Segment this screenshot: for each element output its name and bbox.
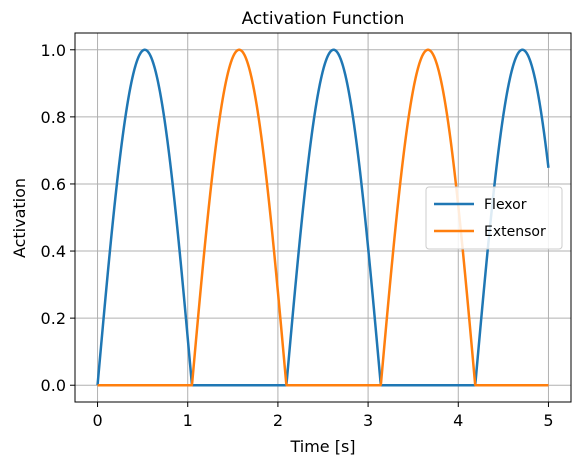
series-line-extensor: [96, 48, 550, 387]
legend-label-extensor: Extensor: [484, 224, 546, 240]
y-ticks: 0.0 0.2 0.4 0.6 0.8 1.0: [41, 41, 75, 395]
y-axis-label: Activation: [10, 178, 29, 258]
x-tick-label: 4: [453, 411, 463, 430]
x-axis-label: Time [s]: [289, 437, 355, 456]
y-tick-label: 0.6: [41, 175, 66, 194]
y-tick-label: 0.4: [41, 242, 66, 261]
y-tick-label: 0.2: [41, 309, 66, 328]
plot-frame: [74, 32, 572, 403]
series-line-flexor: [96, 48, 550, 387]
x-tick-label: 1: [183, 411, 193, 430]
legend: Flexor Extensor: [425, 186, 563, 250]
x-tick-label: 3: [363, 411, 373, 430]
x-tick-label: 2: [273, 411, 283, 430]
series-lines: [96, 48, 550, 387]
y-tick-label: 0.8: [41, 108, 66, 127]
x-tick-label: 5: [543, 411, 553, 430]
chart-title: Activation Function: [242, 9, 405, 29]
y-tick-label: 0.0: [41, 376, 66, 395]
legend-box: [425, 186, 563, 250]
legend-label-flexor: Flexor: [484, 197, 527, 213]
x-tick-label: 0: [92, 411, 102, 430]
y-tick-label: 1.0: [41, 41, 66, 60]
x-ticks: 0 1 2 3 4 5: [92, 402, 554, 430]
